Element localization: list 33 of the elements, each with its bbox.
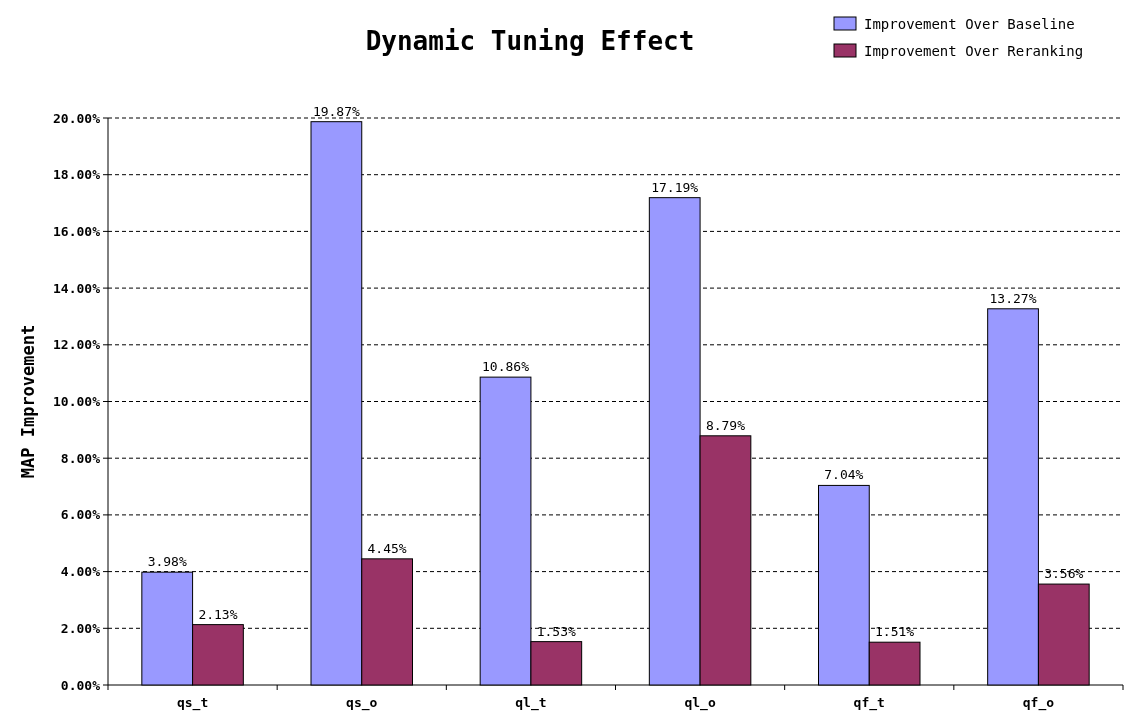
data-label: 4.45% [367,540,407,556]
y-tick-label: 8.00% [60,450,101,466]
y-tick-label: 20.00% [53,110,101,126]
x-tick-label: ql_o [684,695,716,711]
y-tick-label: 16.00% [53,223,101,239]
data-label: 8.79% [705,417,746,433]
y-axis-title: MAP Improvement [18,324,38,479]
data-label: 2.13% [198,606,238,622]
y-tick-label: 4.00% [60,564,101,580]
data-label: 17.19% [651,179,699,195]
y-tick-label: 2.00% [60,620,101,636]
x-tick-label: qs_t [176,695,209,711]
data-label: 19.87% [312,103,361,119]
x-tick-label: ql_t [515,695,547,711]
y-tick-label: 6.00% [60,507,101,523]
legend-label: Improvement Over Baseline [864,15,1075,32]
y-tick-label: 14.00% [53,280,101,296]
x-tick-label: qf_t [853,695,885,711]
data-label: 3.98% [147,554,187,570]
data-label: 10.86% [482,359,530,375]
data-label: 7.04% [824,467,864,483]
y-tick-label: 10.00% [53,394,101,410]
y-tick-label: 18.00% [53,167,101,183]
data-label: 3.56% [1044,566,1084,582]
chart-title: Dynamic Tuning Effect [365,26,695,56]
x-tick-label: qf_o [1022,695,1055,711]
data-label: 1.53% [536,623,577,639]
legend-label: Improvement Over Reranking [864,42,1084,59]
y-tick-label: 12.00% [53,337,101,353]
y-tick-label: 0.00% [60,677,101,693]
data-label: 1.51% [875,624,915,640]
x-tick-label: qs_o [346,695,378,711]
data-label: 13.27% [989,290,1037,306]
